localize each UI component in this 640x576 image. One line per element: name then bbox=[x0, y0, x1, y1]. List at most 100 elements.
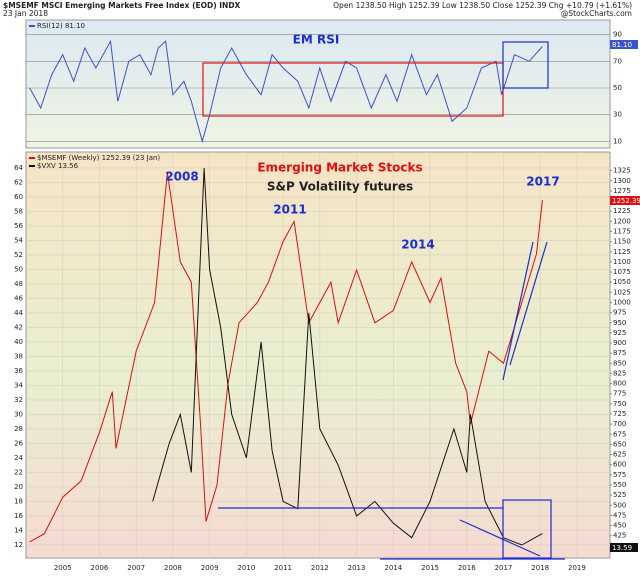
y-tick-label: 16 bbox=[14, 512, 23, 520]
y-tick-label: 90 bbox=[613, 31, 622, 39]
badge-bg bbox=[610, 543, 638, 552]
y2-tick-label: 600 bbox=[613, 461, 626, 469]
series-line bbox=[29, 172, 543, 543]
y2-tick-label: 1075 bbox=[613, 268, 631, 276]
y-tick-label: 58 bbox=[14, 207, 23, 215]
y-tick-label: 48 bbox=[14, 280, 23, 288]
y-tick-label: 32 bbox=[14, 396, 23, 404]
y-tick-label: 70 bbox=[613, 57, 622, 65]
y2-tick-label: 1175 bbox=[613, 227, 631, 235]
y2-tick-label: 1300 bbox=[613, 177, 631, 185]
y-tick-label: 36 bbox=[14, 367, 23, 375]
y-tick-label: 34 bbox=[14, 381, 23, 389]
x-tick-label: 2008 bbox=[164, 564, 182, 572]
y-tick-label: 60 bbox=[14, 193, 23, 201]
y2-tick-label: 850 bbox=[613, 359, 626, 367]
channel-line bbox=[509, 241, 548, 366]
y2-tick-label: 1050 bbox=[613, 278, 631, 286]
price-badge: 1252.39 bbox=[612, 197, 640, 205]
y-tick-label: 30 bbox=[613, 111, 622, 119]
y-tick-label: 30 bbox=[14, 410, 23, 418]
y2-tick-label: 1150 bbox=[613, 238, 631, 246]
y2-tick-label: 825 bbox=[613, 369, 626, 377]
series-line bbox=[29, 39, 543, 144]
y2-tick-label: 1200 bbox=[613, 217, 631, 225]
x-tick-label: 2005 bbox=[54, 564, 72, 572]
y-tick-label: 40 bbox=[14, 338, 23, 346]
x-tick-label: 2014 bbox=[384, 564, 402, 572]
y2-tick-label: 1125 bbox=[613, 248, 631, 256]
y2-tick-label: 1225 bbox=[613, 207, 631, 215]
y2-tick-label: 450 bbox=[613, 522, 626, 530]
y2-tick-label: 775 bbox=[613, 390, 626, 398]
y2-tick-label: 650 bbox=[613, 440, 626, 448]
rsi-title: EM RSI bbox=[293, 33, 340, 47]
y2-tick-label: 700 bbox=[613, 420, 626, 428]
rsi-range-box bbox=[202, 62, 504, 117]
y-tick-label: 18 bbox=[14, 497, 23, 505]
y2-tick-label: 925 bbox=[613, 329, 626, 337]
y-tick-label: 62 bbox=[14, 178, 23, 186]
y2-tick-label: 875 bbox=[613, 349, 626, 357]
y2-tick-label: 800 bbox=[613, 380, 626, 388]
rsi-panel bbox=[25, 19, 611, 149]
y2-tick-label: 725 bbox=[613, 410, 626, 418]
annotation: 2008 bbox=[165, 170, 198, 184]
x-tick-label: 2011 bbox=[274, 564, 292, 572]
y2-tick-label: 675 bbox=[613, 430, 626, 438]
y-tick-label: 10 bbox=[613, 137, 622, 145]
price-panel bbox=[25, 151, 611, 559]
y-tick-label: 38 bbox=[14, 352, 23, 360]
y2-tick-label: 1275 bbox=[613, 187, 631, 195]
y2-tick-label: 1100 bbox=[613, 258, 631, 266]
series-line bbox=[152, 167, 543, 546]
y2-tick-label: 525 bbox=[613, 491, 626, 499]
x-tick-label: 2006 bbox=[91, 564, 109, 572]
y2-tick-label: 1000 bbox=[613, 298, 631, 306]
annotation: 2011 bbox=[273, 203, 306, 217]
badge-bg bbox=[610, 196, 640, 205]
x-tick-label: 2018 bbox=[531, 564, 549, 572]
y2-tick-label: 575 bbox=[613, 471, 626, 479]
y2-tick-label: 950 bbox=[613, 319, 626, 327]
y2-tick-label: 625 bbox=[613, 451, 626, 459]
x-tick-label: 2010 bbox=[237, 564, 255, 572]
y2-tick-label: 1325 bbox=[613, 167, 631, 175]
y-tick-label: 56 bbox=[14, 222, 23, 230]
y2-tick-label: 475 bbox=[613, 511, 626, 519]
x-tick-label: 2016 bbox=[458, 564, 476, 572]
legend-label: $VXV 13.56 bbox=[37, 162, 79, 170]
y-tick-label: 64 bbox=[14, 164, 23, 172]
legend-label: RSI(12) 81.10 bbox=[37, 22, 85, 30]
x-tick-label: 2015 bbox=[421, 564, 439, 572]
x-tick-label: 2019 bbox=[568, 564, 586, 572]
annotation: 2017 bbox=[526, 175, 559, 189]
legend-label: $MSEMF (Weekly) 1252.39 (23 Jan) bbox=[37, 154, 160, 162]
y-tick-label: 54 bbox=[14, 236, 23, 244]
rsi-badge: 81.10 bbox=[612, 41, 632, 49]
y-tick-label: 52 bbox=[14, 251, 23, 259]
x-tick-label: 2012 bbox=[311, 564, 329, 572]
trend-line bbox=[459, 519, 541, 557]
y-tick-label: 24 bbox=[14, 454, 23, 462]
badge-bg bbox=[610, 40, 638, 49]
annotation: 2014 bbox=[401, 238, 434, 252]
chart-subtitle: S&P Volatility futures bbox=[267, 180, 413, 194]
header-quote: Open 1238.50 High 1252.39 Low 1238.50 Cl… bbox=[333, 1, 632, 10]
y2-tick-label: 1025 bbox=[613, 288, 631, 296]
chart-title: Emerging Market Stocks bbox=[257, 161, 422, 175]
y-tick-label: 50 bbox=[14, 265, 23, 273]
y-tick-label: 14 bbox=[14, 526, 23, 534]
y-tick-label: 22 bbox=[14, 468, 23, 476]
y-tick-label: 50 bbox=[613, 84, 622, 92]
y2-tick-label: 550 bbox=[613, 481, 626, 489]
y2-tick-label: 975 bbox=[613, 309, 626, 317]
y-tick-label: 20 bbox=[14, 483, 23, 491]
y-tick-label: 26 bbox=[14, 439, 23, 447]
x-tick-label: 2009 bbox=[201, 564, 219, 572]
y-tick-label: 44 bbox=[14, 309, 23, 317]
y2-tick-label: 750 bbox=[613, 400, 626, 408]
y2-tick-label: 500 bbox=[613, 501, 626, 509]
rsi-high-box bbox=[502, 41, 549, 89]
